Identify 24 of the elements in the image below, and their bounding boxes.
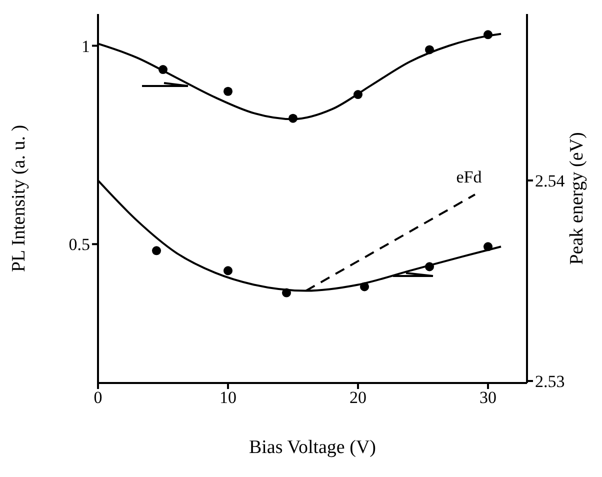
series-label: eFd bbox=[456, 167, 482, 186]
point bbox=[282, 288, 292, 298]
point bbox=[288, 114, 298, 123]
x-axis-title: Bias Voltage (V) bbox=[248, 437, 376, 458]
point bbox=[158, 65, 168, 74]
x-tick-label: 30 bbox=[480, 388, 496, 408]
point bbox=[353, 90, 363, 100]
point bbox=[424, 262, 434, 272]
y-tick-label: 0.5 bbox=[68, 235, 90, 254]
point bbox=[483, 242, 493, 252]
point bbox=[424, 45, 434, 54]
x-tick-label: 20 bbox=[350, 388, 366, 408]
y2-tick-label: 2.53 bbox=[535, 372, 565, 392]
point bbox=[223, 86, 233, 96]
point bbox=[360, 282, 370, 292]
x-tick-label: 0 bbox=[94, 388, 102, 408]
point bbox=[483, 30, 493, 40]
y2-axis-title: Peak energy (eV) bbox=[566, 132, 588, 265]
y-tick-label: 1 bbox=[82, 36, 90, 56]
point bbox=[152, 246, 162, 256]
x-tick-label: 10 bbox=[220, 388, 236, 408]
y-axis-title: PL Intensity (a. u. ) bbox=[8, 124, 30, 272]
point bbox=[223, 266, 233, 276]
y2-tick-label: 2.54 bbox=[535, 171, 566, 190]
